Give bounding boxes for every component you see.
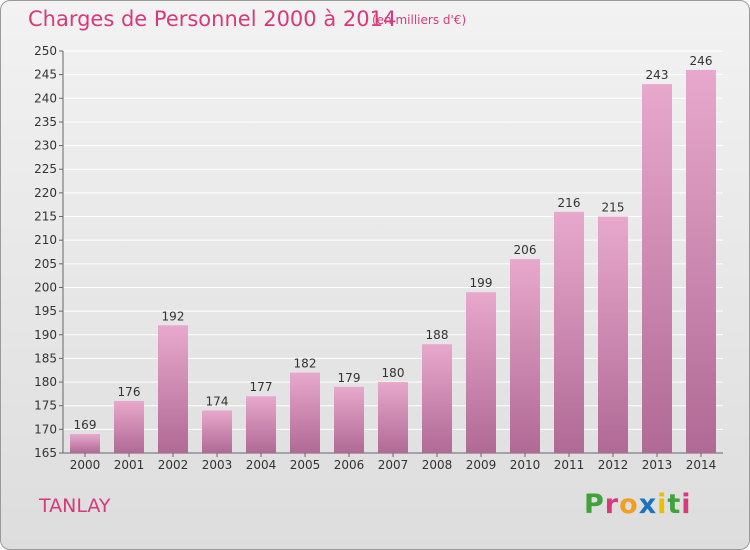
x-tick-label: 2002: [158, 458, 189, 472]
y-tick-label: 165: [34, 446, 57, 460]
x-tick-label: 2007: [378, 458, 409, 472]
x-tick-label: 2013: [642, 458, 673, 472]
bar-2003: [202, 410, 232, 453]
y-tick-label: 235: [34, 115, 57, 129]
y-tick-label: 215: [34, 210, 57, 224]
bar-value-label: 176: [118, 385, 141, 399]
bar-2006: [334, 386, 364, 453]
x-tick-label: 2003: [202, 458, 233, 472]
y-tick-label: 240: [34, 91, 57, 105]
x-tick-label: 2012: [598, 458, 629, 472]
y-tick-label: 230: [34, 139, 57, 153]
x-tick-label: 2014: [686, 458, 717, 472]
bar-2001: [114, 400, 144, 453]
y-tick-label: 245: [34, 68, 57, 82]
x-tick-label: 2011: [554, 458, 585, 472]
bar-2005: [290, 372, 320, 453]
bar-value-label: 199: [470, 276, 493, 290]
bar-value-label: 188: [426, 328, 449, 342]
bar-value-label: 216: [558, 196, 581, 210]
bar-2011: [554, 211, 584, 453]
chart-unit: (en milliers d'€): [372, 13, 467, 27]
proxiti-logo: Proxiti: [584, 489, 692, 520]
bar-2013: [642, 84, 672, 453]
y-tick-label: 175: [34, 399, 57, 413]
x-tick-label: 2000: [70, 458, 101, 472]
commune-name: TANLAY: [39, 495, 111, 517]
x-tick-label: 2006: [334, 458, 365, 472]
x-tick-label: 2008: [422, 458, 453, 472]
y-tick-label: 225: [34, 162, 57, 176]
x-tick-label: 2009: [466, 458, 497, 472]
logo-letter: o: [619, 489, 639, 520]
bar-2009: [466, 292, 496, 453]
y-tick-label: 205: [34, 257, 57, 271]
y-tick-label: 185: [34, 351, 57, 365]
x-tick-label: 2001: [114, 458, 145, 472]
bar-value-label: 246: [690, 54, 713, 68]
bar-2008: [422, 344, 452, 453]
y-tick-label: 195: [34, 304, 57, 318]
logo-letter: r: [604, 489, 620, 520]
logo-letter: x: [638, 489, 658, 520]
bar-2004: [246, 396, 276, 453]
y-tick-label: 170: [34, 422, 57, 436]
bar-value-label: 177: [250, 380, 273, 394]
bar-value-label: 179: [338, 371, 361, 385]
bar-value-label: 215: [602, 201, 625, 215]
x-tick-label: 2010: [510, 458, 541, 472]
bar-value-label: 182: [294, 357, 317, 371]
bar-2010: [510, 259, 540, 453]
y-tick-label: 200: [34, 280, 57, 294]
logo-letter: t: [667, 489, 682, 520]
bar-value-label: 192: [162, 309, 185, 323]
y-tick-label: 180: [34, 375, 57, 389]
y-tick-label: 210: [34, 233, 57, 247]
y-tick-label: 220: [34, 186, 57, 200]
bar-value-label: 169: [74, 418, 97, 432]
bar-2012: [598, 216, 628, 453]
bar-2014: [686, 69, 716, 453]
chart-title: Charges de Personnel 2000 à 2014: [28, 7, 397, 31]
bar-value-label: 180: [382, 366, 405, 380]
bar-2000: [70, 434, 100, 453]
x-tick-label: 2005: [290, 458, 321, 472]
logo-letter: i: [657, 489, 668, 520]
bar-2002: [158, 325, 188, 453]
y-tick-label: 190: [34, 328, 57, 342]
bar-value-label: 206: [514, 243, 537, 257]
logo-letter: i: [681, 489, 692, 520]
logo-letter: P: [584, 489, 605, 520]
y-tick-label: 250: [34, 44, 57, 58]
bar-value-label: 174: [206, 394, 229, 408]
bar-2007: [378, 382, 408, 453]
x-tick-label: 2004: [246, 458, 277, 472]
bar-value-label: 243: [646, 68, 669, 82]
